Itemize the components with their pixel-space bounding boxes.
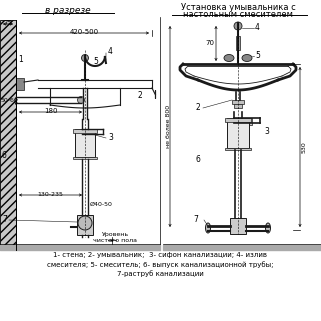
Ellipse shape [242, 55, 252, 62]
Bar [73, 157, 97, 159]
Text: 4: 4 [108, 48, 113, 56]
Text: 6: 6 [196, 155, 201, 164]
Text: 7: 7 [193, 215, 198, 224]
Text: в разрезе: в разрезе [45, 6, 91, 15]
Text: 70: 70 [205, 40, 214, 46]
Text: смесителя; 5- смеситель; 6- выпуск канализационной трубы;: смесителя; 5- смеситель; 6- выпуск канал… [47, 261, 273, 268]
Bar [227, 118, 249, 148]
Text: 7-раструб канализации: 7-раструб канализации [117, 270, 204, 277]
Bar [246, 118, 252, 125]
Bar [234, 104, 242, 108]
Bar [73, 129, 97, 133]
Circle shape [78, 216, 92, 230]
Ellipse shape [265, 223, 271, 233]
Bar [230, 218, 246, 234]
Text: не более 800: не более 800 [166, 104, 170, 148]
Text: Ø40-50: Ø40-50 [90, 202, 113, 206]
Bar [225, 148, 251, 150]
Text: 5: 5 [255, 51, 260, 60]
Text: 5: 5 [93, 57, 98, 66]
Bar [225, 118, 251, 122]
Ellipse shape [205, 223, 211, 233]
Circle shape [234, 22, 242, 30]
Text: 6: 6 [2, 151, 7, 160]
Bar [16, 78, 24, 90]
Text: 2: 2 [138, 91, 143, 100]
Text: 530: 530 [302, 141, 307, 153]
Bar [236, 36, 240, 50]
Text: 1: 1 [18, 56, 23, 65]
Text: настольным смесителем: настольным смесителем [183, 10, 293, 19]
Text: 1- стена; 2- умывальник;  3- сифон канализации; 4- излив: 1- стена; 2- умывальник; 3- сифон канали… [53, 252, 267, 258]
Text: 180: 180 [44, 108, 57, 114]
Text: 4: 4 [255, 23, 260, 32]
Circle shape [82, 55, 89, 62]
Text: 7: 7 [2, 215, 7, 224]
Text: 3: 3 [108, 134, 113, 143]
Text: 130-235: 130-235 [38, 192, 64, 197]
Text: 2: 2 [196, 103, 201, 112]
Bar [75, 129, 95, 157]
Text: Уровень
чистого пола: Уровень чистого пола [93, 232, 137, 243]
Text: 3: 3 [264, 127, 269, 136]
Bar [77, 215, 93, 235]
Text: 420-500: 420-500 [69, 29, 99, 35]
Circle shape [77, 97, 84, 103]
Text: Установка умывальника с: Установка умывальника с [181, 3, 295, 12]
Ellipse shape [224, 55, 234, 62]
Bar [232, 100, 244, 104]
Text: 50-60: 50-60 [1, 98, 19, 102]
Text: 75: 75 [4, 20, 13, 26]
Bar [0, 20, 16, 250]
